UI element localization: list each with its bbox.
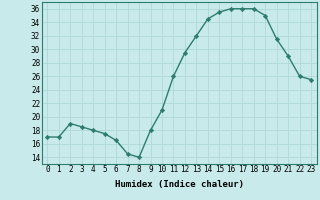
X-axis label: Humidex (Indice chaleur): Humidex (Indice chaleur) — [115, 180, 244, 189]
